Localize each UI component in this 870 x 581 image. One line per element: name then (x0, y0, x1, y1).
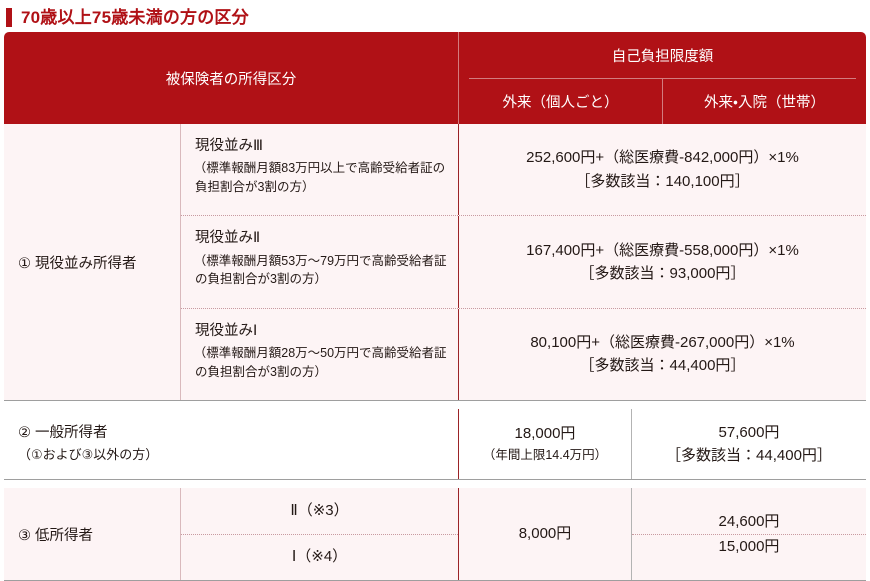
amount-low-income-household-group: 24,600円 15,000円 (631, 488, 866, 580)
category-title: ② 一般所得者 (18, 425, 108, 441)
section-3-body: Ⅱ（※3） Ⅰ（※4） 8,000円 24,600円 15,000円 (180, 488, 866, 580)
section-gap (4, 480, 866, 488)
amount-low-income-1-household: 15,000円 (632, 533, 866, 558)
amount-multiple-applicable: ［多数該当：140,100円］ (575, 172, 750, 190)
amount-general-household: 57,600円 ［多数該当：44,400円］ (631, 409, 866, 479)
header-self-pay-limit-label: 自己負担限度額 (469, 32, 856, 79)
table-header: 被保険者の所得区分 自己負担限度額 外来（個人ごと） 外来・入院（世帯） (4, 32, 866, 124)
low-income-level-2: Ⅱ（※3） (290, 501, 349, 519)
amount-genekinami-3: 252,600円+（総医療費-842,000円）×1% ［多数該当：140,10… (459, 124, 866, 215)
table-row: 現役並みⅢ （標準報酬月額83万円以上で高齢受給者証の負担割合が3割の方） 25… (181, 124, 866, 216)
title-accent-bar (6, 7, 12, 27)
amount-low-income-outpatient: 8,000円 (518, 525, 572, 543)
section-gap (4, 401, 866, 409)
subcategory-title: 現役並みⅠ (195, 322, 258, 339)
amount-low-income-2-household: 24,600円 (718, 513, 780, 531)
amount-multiple-applicable: ［多数該当：93,000円］ (579, 264, 746, 282)
subcategory-genekinami-1: 現役並みⅠ （標準報酬月額28万〜50万円で高齢受給者証の負担割合が3割の方） (181, 308, 459, 400)
table-row: 現役並みⅡ （標準報酬月額53万〜79万円で高齢受給者証の負担割合が3割の方） … (181, 215, 866, 308)
header-sub-columns: 外来（個人ごと） 外来・入院（世帯） (459, 79, 866, 124)
income-category-table: 被保険者の所得区分 自己負担限度額 外来（個人ごと） 外来・入院（世帯） ① 現… (4, 32, 866, 581)
page-title-text: 70歳以上75歳未満の方の区分 (21, 7, 249, 27)
amount-genekinami-1: 80,100円+（総医療費-267,000円）×1% ［多数該当：44,400円… (459, 309, 866, 400)
category-note: （①および③以外の方） (18, 446, 159, 462)
subcategory-note: （標準報酬月額28万〜50万円で高齢受給者証の負担割合が3割の方） (193, 346, 447, 379)
subcategory-note: （標準報酬月額83万円以上で高齢受給者証の負担割合が3割の方） (193, 161, 446, 194)
amount-general-outpatient: 18,000円 （年間上限14.4万円） (459, 409, 631, 479)
section-active-income-earner: ① 現役並み所得者 現役並みⅢ （標準報酬月額83万円以上で高齢受給者証の負担割… (4, 124, 866, 401)
category-label-1: ① 現役並み所得者 (18, 255, 137, 272)
subcategory-title: 現役並みⅢ (195, 138, 263, 154)
section-general-income-earner: ② 一般所得者 （①および③以外の方） 18,000円 （年間上限14.4万円）… (4, 409, 866, 480)
amount-formula: 252,600円+（総医療費-842,000円）×1% (526, 149, 799, 167)
section-2-amounts: 18,000円 （年間上限14.4万円） 57,600円 ［多数該当：44,40… (458, 409, 866, 479)
table-row: Ⅱ（※3） Ⅰ（※4） 8,000円 24,600円 15,000円 (181, 488, 866, 580)
amount-value: 18,000円 (514, 425, 576, 443)
category-label-3: ③ 低所得者 (18, 527, 94, 544)
low-income-household-stack: 24,600円 15,000円 (632, 510, 866, 558)
low-income-level-stack: Ⅱ（※3） Ⅰ（※4） (181, 488, 458, 580)
low-income-level-1: Ⅰ（※4） (181, 533, 458, 581)
subcategory-low-income-levels: Ⅱ（※3） Ⅰ（※4） (181, 488, 459, 580)
amount-multiple-applicable: ［多数該当：44,400円］ (579, 357, 746, 375)
amount-formula: 167,400円+（総医療費-558,000円）×1% (526, 241, 799, 259)
subcategory-note: （標準報酬月額53万〜79万円で高齢受給者証の負担割合が3割の方） (193, 253, 447, 287)
subcategory-genekinami-3: 現役並みⅢ （標準報酬月額83万円以上で高齢受給者証の負担割合が3割の方） (181, 124, 459, 216)
amount-value: 57,600円 (718, 423, 780, 441)
subcategory-title: 現役並みⅡ (195, 230, 261, 247)
section-3-amounts: 8,000円 24,600円 15,000円 (459, 488, 866, 580)
header-sub-household: 外来・入院（世帯） (662, 79, 866, 124)
header-insured-income-category: 被保険者の所得区分 (165, 71, 297, 88)
table-row: 現役並みⅠ （標準報酬月額28万〜50万円で高齢受給者証の負担割合が3割の方） … (181, 307, 866, 400)
amount-annual-cap-note: （年間上限14.4万円） (482, 448, 608, 463)
page-title: 70歳以上75歳未満の方の区分 (0, 0, 870, 27)
amount-multiple-applicable: ［多数該当：44,400円］ (666, 447, 832, 464)
amount-genekinami-2: 167,400円+（総医療費-558,000円）×1% ［多数該当：93,000… (459, 216, 866, 307)
subcategory-genekinami-2: 現役並みⅡ （標準報酬月額53万〜79万円で高齢受給者証の負担割合が3割の方） (181, 216, 459, 308)
header-sub-outpatient: 外来（個人ごと） (502, 95, 619, 111)
category-label-2: ② 一般所得者 （①および③以外の方） (4, 409, 458, 479)
header-self-pay-limit-group: 自己負担限度額 外来（個人ごと） 外来・入院（世帯） (458, 32, 866, 124)
amount-formula: 80,100円+（総医療費-267,000円）×1% (530, 334, 795, 352)
section-low-income-earner: ③ 低所得者 Ⅱ（※3） Ⅰ（※4） 8,000円 24,600円 15,000… (4, 488, 866, 581)
section-1-rows: 現役並みⅢ （標準報酬月額83万円以上で高齢受給者証の負担割合が3割の方） 25… (180, 124, 866, 400)
